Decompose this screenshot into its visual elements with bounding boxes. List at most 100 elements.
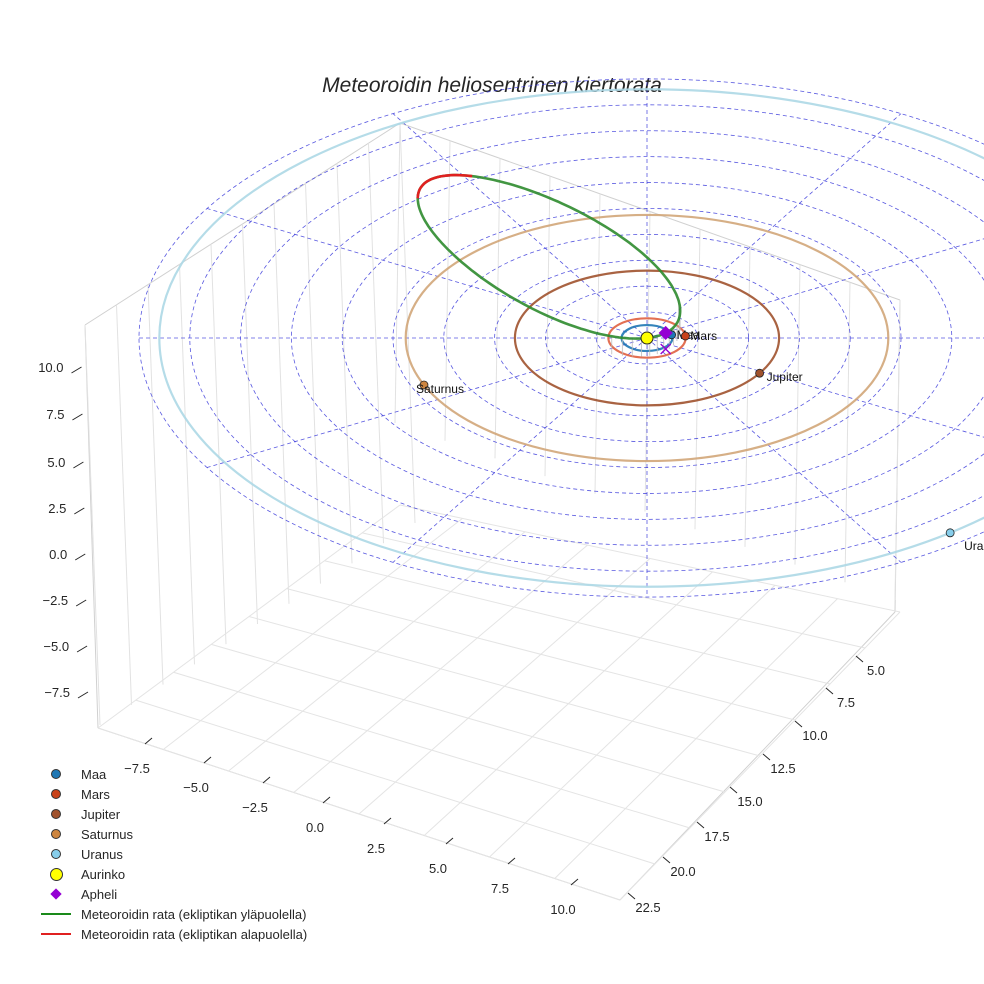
planet-mars <box>681 331 690 341</box>
x-tick <box>262 776 271 784</box>
x-tick <box>507 857 516 865</box>
x-tick-label: −2.5 <box>242 800 268 815</box>
orbit-saturnus <box>404 213 890 463</box>
x-tick-label: 10.0 <box>550 902 575 917</box>
x-tick <box>203 756 212 764</box>
aphelion-marker <box>658 325 673 341</box>
floor-gridline <box>399 504 901 613</box>
legend-item-jupiter: Jupiter <box>40 804 307 824</box>
legend-label: Meteoroidin rata (ekliptikan alapuolella… <box>81 926 308 942</box>
sun-marker <box>640 331 654 345</box>
maa-marker-icon <box>51 769 61 779</box>
pane-gridline <box>544 176 551 477</box>
z-tick-label: 0.0 <box>49 547 67 562</box>
z-tick-label: −5.0 <box>43 639 69 654</box>
pane-gridline <box>894 299 901 601</box>
legend-label: Apheli <box>81 886 118 902</box>
x-tick-label: 2.5 <box>367 841 385 856</box>
planet-label: Mars <box>690 329 717 343</box>
pane-gridline <box>794 264 801 565</box>
orbit-jupiter <box>513 269 781 407</box>
pane-gridline <box>84 324 101 726</box>
red-line-icon <box>41 933 71 935</box>
planet-label: Uranus <box>964 539 984 553</box>
z-tick <box>76 645 88 653</box>
z-tick <box>72 413 83 421</box>
pane-gridline <box>273 203 290 604</box>
pane-gridline <box>494 158 501 459</box>
y-tick-label: 17.5 <box>704 829 729 844</box>
pane-gridline <box>394 122 401 424</box>
y-tick <box>855 655 864 663</box>
pane-gridline <box>368 143 384 544</box>
y-tick <box>762 753 771 761</box>
ecliptic-grid <box>138 78 984 598</box>
y-tick-label: 10.0 <box>802 728 827 743</box>
z-tick-label: −2.5 <box>42 593 68 608</box>
ecliptic-grid-spoke <box>646 337 902 563</box>
legend-item-mars: Mars <box>40 784 307 804</box>
pane-gridline <box>242 223 258 625</box>
legend-item-saturnus: Saturnus <box>40 824 307 844</box>
pane-gridline <box>744 246 751 547</box>
y-tick-label: 20.0 <box>670 864 695 879</box>
legend-label: Mars <box>81 786 110 802</box>
legend-label: Jupiter <box>81 806 121 822</box>
y-tick <box>627 892 636 900</box>
legend: Maa Mars Jupiter Saturnus Uranus Aurinko… <box>40 764 307 944</box>
y-tick <box>696 821 705 829</box>
x-tick-label: 0.0 <box>306 820 324 835</box>
x-tick-label: 5.0 <box>429 861 447 876</box>
planet-label: Jupiter <box>767 370 803 384</box>
planet-uranus <box>945 528 955 538</box>
floor-gridline <box>619 611 901 901</box>
z-tick-label: 10.0 <box>38 360 63 375</box>
z-tick <box>77 691 89 699</box>
planet-jupiter <box>755 368 765 378</box>
green-line-icon <box>41 913 71 915</box>
axis-pane-edge <box>619 611 896 901</box>
axis-ticks: −7.5 −5.0 −2.5 0.0 2.5 5.0 7.5 10.0 −7.5 −5.0 −2.5… <box>38 360 885 917</box>
x-tick <box>144 737 153 745</box>
y-tick-label: 5.0 <box>867 663 885 678</box>
mars-marker-icon <box>51 789 61 799</box>
meteoroid-orbit-below <box>416 173 473 199</box>
legend-label: Saturnus <box>81 826 134 842</box>
orbit-uranus <box>158 88 984 588</box>
uranus-marker-icon <box>51 849 61 859</box>
sun-marker-icon <box>49 867 63 881</box>
pane-gridline <box>694 229 701 530</box>
legend-item-orbit-below: Meteoroidin rata (ekliptikan alapuolella… <box>40 924 307 944</box>
z-tick-label: 2.5 <box>48 501 66 516</box>
axes-panes <box>84 122 901 901</box>
y-tick <box>662 856 671 864</box>
pane-gridline <box>336 163 353 564</box>
legend-label: Uranus <box>81 846 123 862</box>
z-tick <box>75 599 87 607</box>
aphelion-diamond-icon <box>50 888 62 900</box>
legend-label: Meteoroidin rata (ekliptikan yläpuolella… <box>81 906 307 922</box>
ecliptic-grid-circle <box>291 156 984 520</box>
legend-item-apheli: Apheli <box>40 884 307 904</box>
z-tick-label: 7.5 <box>46 407 64 422</box>
legend-label: Aurinko <box>81 866 126 882</box>
saturnus-marker-icon <box>51 829 61 839</box>
floor-gridline <box>324 560 831 685</box>
floor-gridline <box>362 532 866 649</box>
y-tick <box>825 687 834 695</box>
legend-item-aurinko: Aurinko <box>40 864 307 884</box>
pane-gridline <box>147 284 164 685</box>
legend-label: Maa <box>81 766 107 782</box>
y-tick-label: 15.0 <box>737 794 762 809</box>
x-tick-label: −7.5 <box>124 761 150 776</box>
y-tick-label: 7.5 <box>837 695 855 710</box>
z-tick <box>73 461 84 469</box>
y-tick <box>794 720 803 728</box>
x-tick <box>383 817 392 825</box>
pane-gridline <box>844 282 851 583</box>
floor-gridline <box>554 598 838 879</box>
x-tick <box>322 796 331 804</box>
x-tick <box>570 878 579 886</box>
